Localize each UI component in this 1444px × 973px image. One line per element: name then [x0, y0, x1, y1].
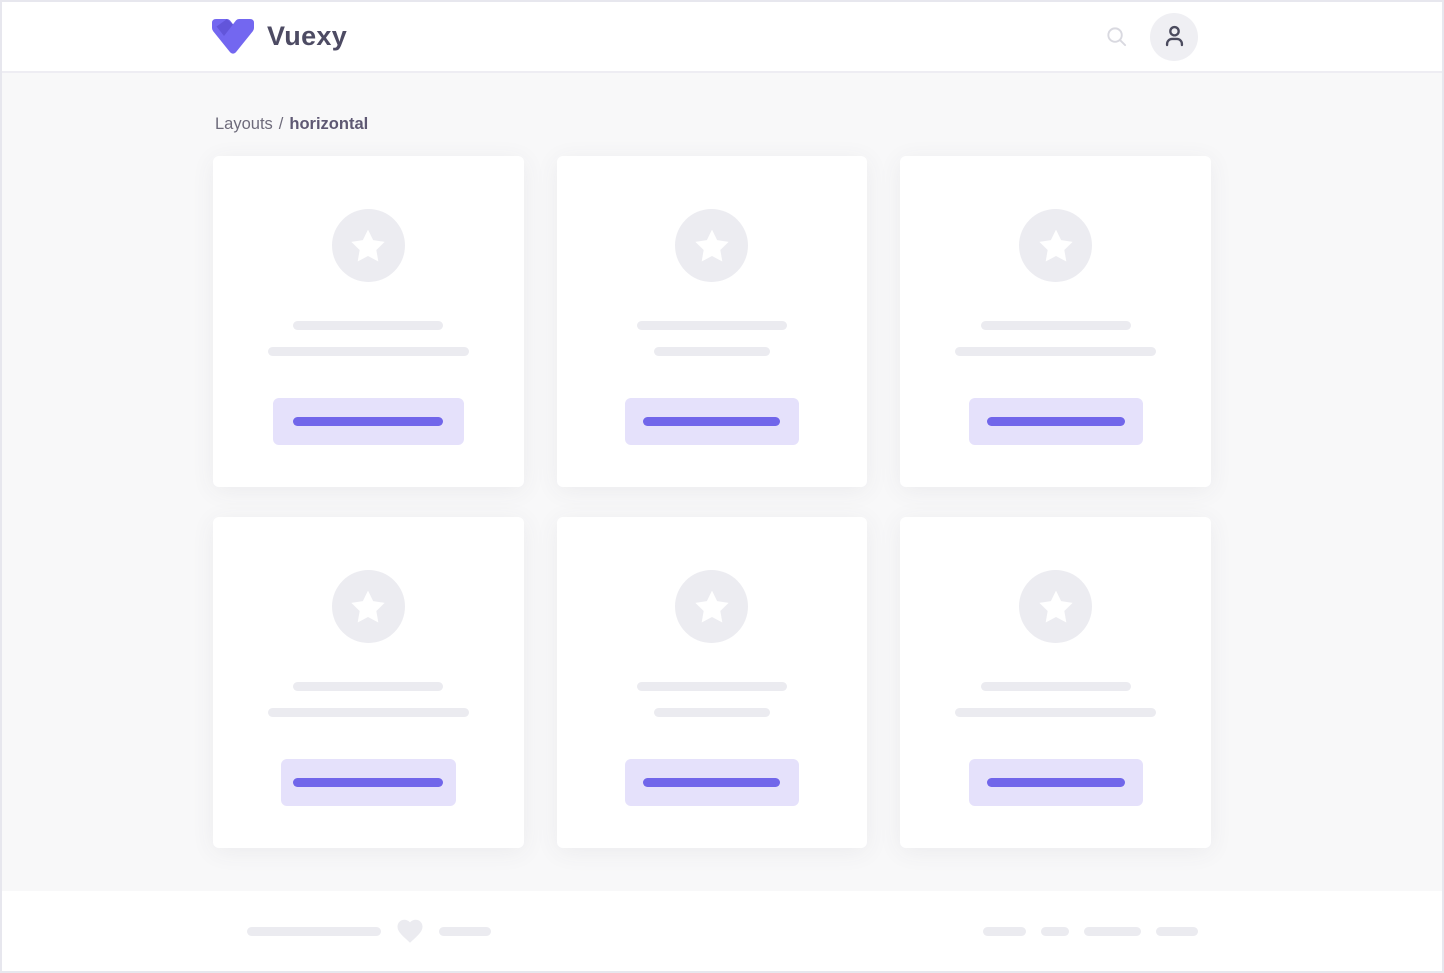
placeholder-text-line: [293, 682, 444, 691]
placeholder-button-label: [293, 417, 444, 426]
placeholder-text-line: [636, 321, 787, 330]
placeholder-button-label: [643, 417, 781, 426]
star-badge: [1019, 570, 1093, 643]
placeholder-button[interactable]: [624, 398, 799, 445]
star-badge: [331, 570, 405, 643]
star-icon: [692, 587, 732, 627]
user-icon: [1161, 23, 1188, 50]
footer-placeholder-line: [247, 926, 381, 936]
breadcrumb-current: horizontal: [289, 115, 369, 133]
placeholder-text-line: [653, 347, 770, 356]
placeholder-text-line: [980, 321, 1131, 330]
placeholder-text-line: [267, 708, 469, 717]
placeholder-text-line: [267, 347, 469, 356]
vuexy-logo-icon: [211, 18, 255, 56]
star-icon: [1036, 226, 1076, 266]
footer-placeholder-pill: [1156, 926, 1198, 936]
footer-placeholder-pill: [1084, 926, 1141, 936]
star-badge: [331, 209, 405, 282]
star-icon: [348, 587, 388, 627]
breadcrumb-section[interactable]: Layouts: [215, 115, 273, 133]
star-icon: [1036, 587, 1076, 627]
placeholder-button[interactable]: [280, 759, 456, 806]
user-avatar[interactable]: [1150, 12, 1198, 61]
placeholder-button[interactable]: [968, 398, 1143, 445]
heart-icon: [395, 916, 425, 946]
app-footer: [2, 891, 1442, 971]
placeholder-button[interactable]: [272, 398, 464, 445]
breadcrumb-separator: /: [278, 115, 284, 133]
placeholder-card: [213, 156, 524, 487]
star-badge: [675, 570, 749, 643]
placeholder-button-label: [986, 417, 1125, 426]
footer-placeholder-pill: [1041, 926, 1069, 936]
cards-grid: [213, 156, 1211, 848]
placeholder-button[interactable]: [624, 759, 799, 806]
placeholder-text-line: [653, 708, 770, 717]
star-icon: [692, 226, 732, 266]
app-header: Vuexy: [2, 2, 1442, 73]
placeholder-text-line: [636, 682, 787, 691]
brand-link[interactable]: Vuexy: [211, 18, 347, 56]
placeholder-card: [556, 156, 868, 487]
placeholder-button-label: [643, 778, 781, 787]
placeholder-button-label: [986, 778, 1125, 787]
placeholder-button[interactable]: [968, 759, 1143, 806]
footer-placeholder-pill: [983, 926, 1026, 936]
header-actions: [1104, 12, 1198, 61]
placeholder-text-line: [955, 708, 1157, 717]
star-badge: [675, 209, 749, 282]
placeholder-card: [900, 156, 1211, 487]
breadcrumb: Layouts / horizontal: [215, 115, 1211, 134]
star-badge: [1019, 209, 1093, 282]
placeholder-card: [213, 517, 524, 848]
brand-name: Vuexy: [267, 21, 348, 51]
footer-left: [247, 916, 491, 946]
footer-right: [983, 926, 1198, 936]
star-icon: [348, 226, 388, 266]
placeholder-text-line: [980, 682, 1131, 691]
content-area: Layouts / horizontal: [2, 73, 1442, 891]
placeholder-card: [556, 517, 868, 848]
footer-placeholder-line: [439, 926, 491, 936]
search-icon: [1105, 25, 1128, 48]
placeholder-text-line: [293, 321, 444, 330]
placeholder-card: [900, 517, 1211, 848]
search-button[interactable]: [1104, 25, 1128, 49]
placeholder-text-line: [955, 347, 1157, 356]
placeholder-button-label: [293, 778, 444, 787]
